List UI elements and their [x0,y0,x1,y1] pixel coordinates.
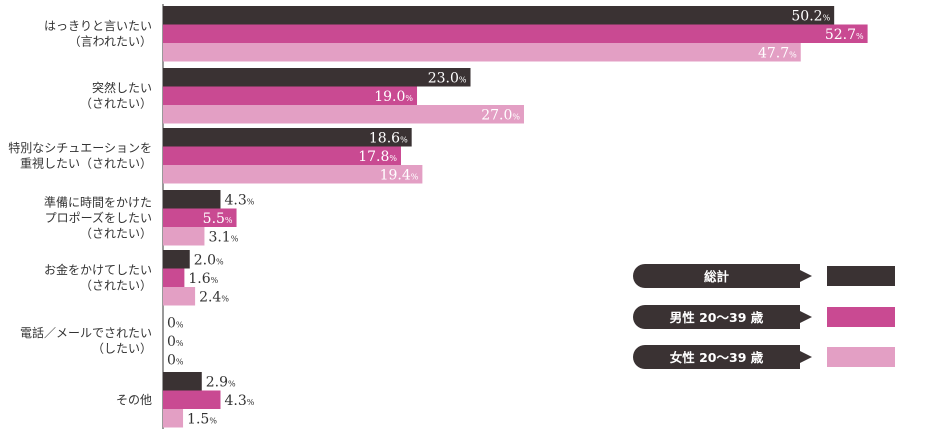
value-label: 2.0% [194,253,224,269]
value-label: 23.0% [428,71,467,87]
value-label: 5.5% [203,211,233,227]
value-label: 17.8% [358,149,397,165]
value-label: 0% [167,353,184,369]
legend-label: 男性 20～39 歳 [670,310,764,325]
legend-tag [633,305,812,329]
category-label: プロポーズをしたい [45,210,152,225]
legend-swatch [827,307,895,327]
legend-tag [633,345,812,369]
legend-label: 女性 20～39 歳 [670,350,764,365]
value-label: 27.0% [481,108,520,124]
value-label: 19.4% [380,168,419,184]
value-label: 1.5% [187,412,217,428]
value-label: 3.1% [208,230,238,246]
bar [163,190,221,209]
category-label: お金をかけてしたい [44,262,152,277]
legend-swatch [827,347,895,367]
value-label: 0% [167,334,184,350]
legend-swatch [827,266,895,286]
category-label: はっきりと言いたい [44,19,152,33]
bar [163,390,221,409]
value-label: 18.6% [369,131,408,147]
bar [163,287,196,306]
value-label: 19.0% [374,89,413,105]
bar [163,146,401,165]
bar [163,227,205,246]
value-label: 0% [167,316,184,332]
value-label: 2.9% [206,375,236,391]
category-label: 準備に時間をかけた [44,194,152,209]
value-label: 50.2% [791,9,830,25]
value-label: 47.7% [758,46,797,62]
category-label: （言われたい） [69,35,152,49]
category-label: （されたい） [80,97,152,111]
value-label: 2.4% [199,290,229,306]
bar [163,208,237,227]
bar [163,250,190,269]
legend-label: 総計 [704,269,730,284]
legend-tag [633,264,812,288]
bar [163,268,185,287]
bar [163,86,418,105]
bar [163,68,471,87]
value-label: 52.7% [825,27,864,43]
category-label: その他 [116,393,152,407]
bar [163,165,423,184]
category-label: 重視したい（されたい） [20,156,152,171]
category-label: （されたい） [80,279,152,293]
bar [163,128,412,147]
value-label: 4.3% [224,393,254,409]
bar [163,6,835,25]
category-label: 電話／メールでされたい [20,325,152,340]
value-label: 4.3% [224,193,254,209]
category-label: （されたい） [80,226,152,240]
bar [163,105,524,124]
bar [163,372,202,391]
category-label: （したい） [92,342,152,356]
category-label: 特別なシチュエーションを [8,140,152,155]
value-label: 1.6% [188,271,218,287]
bar [163,43,801,62]
bar [163,409,184,428]
bar [163,24,868,43]
category-label: 突然したい [92,80,152,95]
